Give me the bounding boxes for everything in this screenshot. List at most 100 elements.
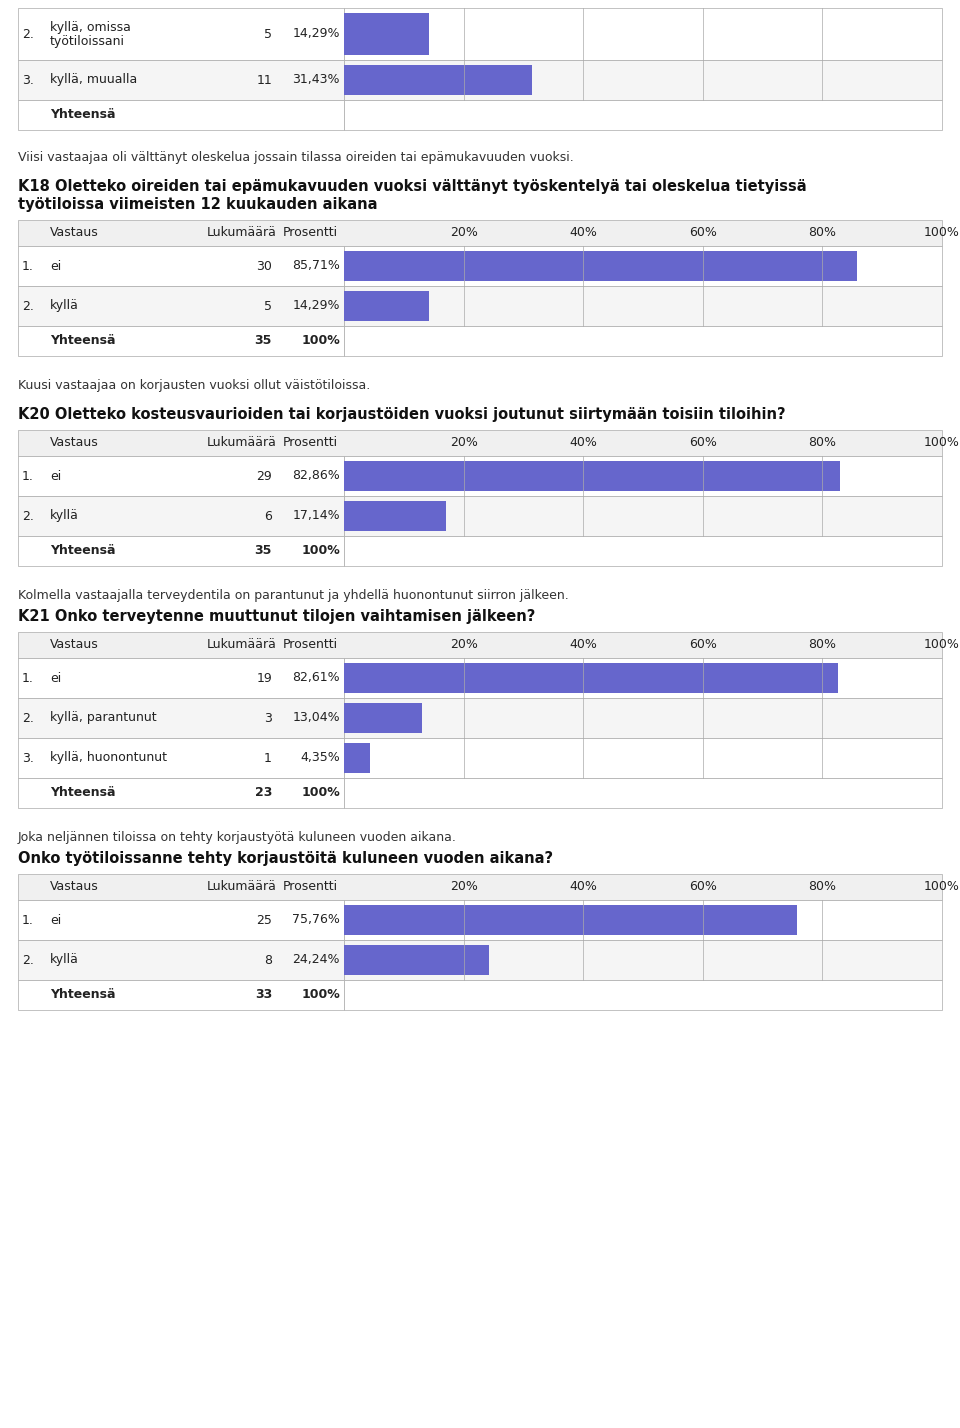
Text: 2.: 2. [22, 300, 34, 313]
Bar [344, 698, 942, 738]
Text: Kuusi vastaajaa on korjausten vuoksi ollut väistötiloissa.: Kuusi vastaajaa on korjausten vuoksi oll… [18, 380, 371, 393]
Bar [344, 940, 942, 980]
Bar [18, 940, 344, 980]
Bar [18, 658, 344, 698]
Text: 14,29%: 14,29% [293, 300, 340, 313]
Text: 8: 8 [264, 954, 272, 967]
Text: 100%: 100% [301, 334, 340, 347]
Bar [18, 9, 344, 60]
Bar [18, 738, 344, 778]
Text: Yhteensä: Yhteensä [50, 334, 115, 347]
Bar [344, 703, 422, 733]
Bar [18, 874, 942, 900]
Text: ei: ei [50, 914, 61, 927]
Bar [344, 945, 489, 975]
Text: 1.: 1. [22, 914, 34, 927]
Text: 23: 23 [254, 787, 272, 800]
Text: 80%: 80% [808, 881, 836, 894]
Bar [344, 66, 532, 96]
Bar [344, 905, 797, 935]
Bar [18, 220, 942, 246]
Text: 100%: 100% [301, 988, 340, 1001]
Text: Vastaus: Vastaus [50, 638, 99, 651]
Text: 19: 19 [256, 671, 272, 684]
Text: 33: 33 [254, 988, 272, 1001]
Bar [344, 60, 942, 100]
Bar [344, 501, 446, 531]
Bar [18, 496, 344, 536]
Bar [18, 456, 344, 496]
Text: K18 Oletteko oireiden tai epämukavuuden vuoksi välttänyt työskentelyä tai oleske: K18 Oletteko oireiden tai epämukavuuden … [18, 180, 806, 194]
Text: Yhteensä: Yhteensä [50, 544, 115, 557]
Text: kyllä, parantunut: kyllä, parantunut [50, 711, 156, 724]
Text: 13,04%: 13,04% [293, 711, 340, 724]
Text: Prosentti: Prosentti [282, 881, 338, 894]
Text: työtiloissa viimeisten 12 kuukauden aikana: työtiloissa viimeisten 12 kuukauden aika… [18, 197, 377, 213]
Text: 29: 29 [256, 470, 272, 483]
Bar [18, 536, 344, 565]
Text: 24,24%: 24,24% [293, 954, 340, 967]
Bar [344, 980, 942, 1010]
Text: Prosentti: Prosentti [282, 437, 338, 450]
Text: 100%: 100% [924, 638, 960, 651]
Text: 75,76%: 75,76% [292, 914, 340, 927]
Text: 3: 3 [264, 711, 272, 724]
Bar [18, 100, 344, 130]
Bar [344, 900, 942, 940]
Bar [344, 738, 942, 778]
Text: Lukumäärä: Lukumäärä [207, 437, 276, 450]
Text: 80%: 80% [808, 227, 836, 240]
Bar [344, 456, 942, 496]
Text: Yhteensä: Yhteensä [50, 787, 115, 800]
Bar [18, 286, 344, 326]
Bar [344, 326, 942, 356]
Bar [344, 9, 942, 60]
Text: Prosentti: Prosentti [282, 638, 338, 651]
Text: 82,61%: 82,61% [293, 671, 340, 684]
Text: 60%: 60% [689, 638, 717, 651]
Text: 2.: 2. [22, 711, 34, 724]
Bar [18, 778, 344, 808]
Text: ei: ei [50, 260, 61, 273]
Text: 60%: 60% [689, 881, 717, 894]
Text: 2.: 2. [22, 954, 34, 967]
Bar [344, 100, 942, 130]
Bar [344, 251, 856, 281]
Text: 25: 25 [256, 914, 272, 927]
Text: 5: 5 [264, 300, 272, 313]
Text: kyllä: kyllä [50, 300, 79, 313]
Text: 40%: 40% [569, 437, 597, 450]
Bar [18, 698, 344, 738]
Text: Yhteensä: Yhteensä [50, 109, 115, 121]
Bar [18, 60, 344, 100]
Text: 1.: 1. [22, 470, 34, 483]
Text: 60%: 60% [689, 227, 717, 240]
Text: 6: 6 [264, 510, 272, 523]
Text: 20%: 20% [449, 881, 477, 894]
Text: ei: ei [50, 470, 61, 483]
Bar [344, 461, 839, 491]
Text: Onko työtiloissanne tehty korjaustöitä kuluneen vuoden aikana?: Onko työtiloissanne tehty korjaustöitä k… [18, 851, 553, 867]
Text: Lukumäärä: Lukumäärä [207, 638, 276, 651]
Bar [344, 536, 942, 565]
Text: 31,43%: 31,43% [293, 73, 340, 87]
Text: Lukumäärä: Lukumäärä [207, 881, 276, 894]
Text: Kolmella vastaajalla terveydentila on parantunut ja yhdellä huonontunut siirron : Kolmella vastaajalla terveydentila on pa… [18, 590, 568, 603]
Bar [18, 246, 344, 286]
Text: 1.: 1. [22, 671, 34, 684]
Text: 2.: 2. [22, 27, 34, 40]
Text: 82,86%: 82,86% [292, 470, 340, 483]
Text: K20 Oletteko kosteusvaurioiden tai korjaustöiden vuoksi joutunut siirtymään tois: K20 Oletteko kosteusvaurioiden tai korja… [18, 407, 785, 423]
Text: 40%: 40% [569, 638, 597, 651]
Text: 40%: 40% [569, 881, 597, 894]
Text: 100%: 100% [924, 437, 960, 450]
Text: 2.: 2. [22, 510, 34, 523]
Text: 14,29%: 14,29% [293, 27, 340, 40]
Text: ei: ei [50, 671, 61, 684]
Text: 80%: 80% [808, 437, 836, 450]
Text: kyllä, omissa: kyllä, omissa [50, 20, 131, 33]
Text: 5: 5 [264, 27, 272, 40]
Text: kyllä, muualla: kyllä, muualla [50, 73, 137, 87]
Bar [18, 900, 344, 940]
Bar [344, 246, 942, 286]
